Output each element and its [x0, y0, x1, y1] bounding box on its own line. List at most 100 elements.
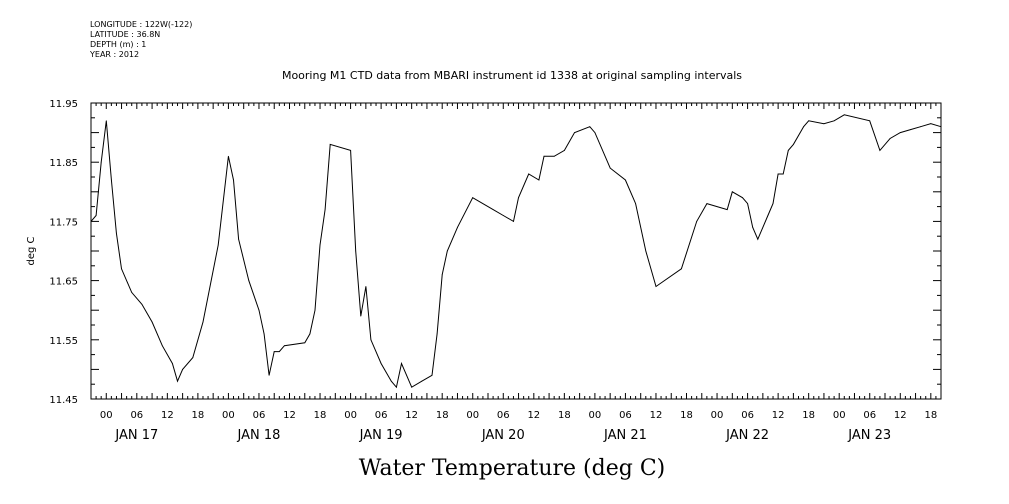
x-day-label: JAN 23	[847, 428, 891, 443]
data-point	[757, 238, 759, 240]
x-hour-label: 12	[161, 410, 174, 421]
data-point	[172, 363, 173, 364]
year-label: YEAR : 2012	[90, 50, 140, 59]
x-hour-label: 12	[894, 410, 907, 421]
y-tick-label: 11.75	[49, 217, 78, 228]
data-point	[355, 250, 357, 252]
data-point	[309, 333, 311, 335]
data-point	[350, 150, 351, 151]
series-points	[90, 114, 942, 388]
data-point	[777, 173, 779, 175]
data-point	[731, 191, 733, 193]
data-point	[233, 179, 234, 181]
data-point	[589, 126, 591, 128]
data-point	[472, 197, 474, 199]
data-point	[177, 380, 178, 382]
data-point	[370, 339, 372, 341]
data-point	[513, 221, 514, 222]
x-axis-label: Water Temperature (deg C)	[359, 456, 666, 481]
data-point	[304, 342, 306, 344]
x-hour-label: 18	[558, 410, 571, 421]
data-point	[645, 250, 647, 252]
data-point	[202, 321, 204, 323]
y-axis-label: deg C	[26, 236, 37, 265]
data-point	[787, 150, 789, 151]
data-point	[564, 150, 565, 151]
data-point	[105, 120, 107, 122]
data-point	[228, 155, 229, 157]
data-point	[742, 197, 743, 199]
x-hour-label: 06	[130, 410, 143, 421]
x-day-label: JAN 19	[359, 428, 403, 443]
data-point	[100, 161, 102, 163]
x-hour-label: 00	[100, 410, 113, 421]
data-point	[635, 203, 636, 205]
x-day-label: JAN 20	[481, 428, 525, 443]
x-hour-label: 18	[436, 410, 449, 421]
data-point	[594, 132, 596, 134]
data-point	[793, 144, 794, 145]
data-point	[182, 369, 184, 370]
data-point	[421, 380, 423, 382]
data-point	[899, 132, 901, 134]
data-point	[803, 126, 804, 128]
data-point	[823, 123, 825, 125]
data-point	[431, 374, 433, 376]
data-point	[319, 244, 321, 246]
x-hour-label: 12	[527, 410, 540, 421]
data-point	[390, 380, 392, 382]
x-hour-label: 06	[375, 410, 388, 421]
x-hour-label: 00	[344, 410, 357, 421]
y-tick-label: 11.55	[49, 336, 78, 347]
x-hour-label: 00	[711, 410, 724, 421]
data-point	[192, 357, 194, 358]
x-day-label: JAN 21	[603, 428, 647, 443]
data-point	[772, 203, 774, 205]
x-hour-label: 00	[589, 410, 602, 421]
x-hour-label: 12	[283, 410, 296, 421]
data-point	[380, 363, 382, 364]
x-day-label: JAN 22	[725, 428, 769, 443]
data-point	[457, 226, 458, 228]
data-point	[726, 209, 728, 211]
x-hour-label: 12	[772, 410, 785, 421]
y-tick-label: 11.65	[49, 277, 78, 288]
x-hour-label: 18	[680, 410, 693, 421]
data-point	[940, 126, 942, 128]
mooring-metadata: LONGITUDE : 122W(-122) LATITUDE : 36.8N …	[90, 20, 192, 60]
data-point	[329, 144, 331, 145]
data-point	[401, 363, 402, 364]
data-point	[681, 268, 682, 270]
y-tick-label: 11.45	[49, 395, 78, 406]
data-point	[441, 274, 443, 276]
longitude-label: LONGITUDE : 122W(-122)	[90, 20, 193, 29]
data-point	[843, 114, 845, 116]
data-point	[930, 123, 932, 125]
x-day-label: JAN 18	[237, 428, 281, 443]
latitude-label: LATITUDE : 36.8N	[90, 30, 161, 39]
data-point	[141, 303, 143, 305]
data-point	[284, 345, 285, 347]
data-point	[238, 238, 240, 240]
axis-ticks	[90, 102, 942, 400]
x-hour-label: 12	[405, 410, 418, 421]
data-point	[492, 209, 494, 211]
data-point	[910, 129, 911, 131]
data-point	[278, 351, 280, 352]
data-point	[889, 138, 891, 139]
x-hour-label: 06	[741, 410, 754, 421]
x-hour-label: 18	[314, 410, 327, 421]
y-tick-label: 11.85	[49, 158, 78, 169]
x-hour-label: 06	[253, 410, 266, 421]
data-point	[217, 244, 219, 246]
x-hour-label: 06	[863, 410, 876, 421]
data-point	[833, 120, 835, 122]
data-point	[782, 173, 784, 175]
data-point	[365, 286, 367, 287]
x-hour-label: 00	[833, 410, 846, 421]
x-day-label: JAN 17	[114, 428, 158, 443]
data-point	[553, 155, 555, 157]
data-point	[396, 386, 397, 388]
data-point	[879, 150, 881, 151]
chart-title: Mooring M1 CTD data from MBARI instrumen…	[282, 69, 742, 82]
